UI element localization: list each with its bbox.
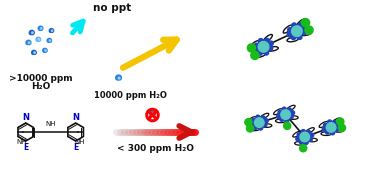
Text: < 300 ppm H₂O: < 300 ppm H₂O [117, 144, 194, 153]
Circle shape [288, 28, 292, 32]
Circle shape [45, 50, 46, 51]
Circle shape [259, 126, 263, 130]
Circle shape [254, 48, 259, 53]
Circle shape [328, 120, 332, 124]
Circle shape [38, 39, 40, 40]
Polygon shape [36, 37, 41, 41]
Circle shape [338, 124, 345, 131]
Circle shape [277, 114, 280, 118]
Circle shape [152, 113, 154, 115]
Circle shape [337, 118, 344, 125]
Circle shape [258, 42, 269, 52]
Text: N: N [22, 113, 29, 122]
Circle shape [297, 35, 302, 39]
Circle shape [305, 26, 313, 34]
Circle shape [300, 145, 307, 152]
Circle shape [280, 117, 284, 121]
Polygon shape [38, 26, 43, 30]
Text: E: E [73, 142, 78, 151]
Circle shape [261, 116, 265, 120]
Circle shape [32, 32, 33, 34]
Circle shape [258, 51, 262, 55]
Circle shape [254, 43, 259, 48]
Circle shape [49, 40, 51, 41]
Circle shape [254, 118, 264, 127]
Circle shape [308, 137, 312, 141]
Circle shape [291, 111, 294, 115]
Circle shape [264, 50, 269, 55]
Circle shape [251, 51, 259, 59]
Circle shape [302, 25, 307, 30]
Text: H₂O: H₂O [31, 82, 50, 91]
Circle shape [292, 23, 296, 27]
Circle shape [336, 124, 340, 128]
Circle shape [40, 28, 42, 29]
Circle shape [300, 132, 310, 142]
Circle shape [330, 131, 335, 135]
Circle shape [259, 39, 263, 43]
Circle shape [246, 125, 254, 132]
Circle shape [256, 115, 260, 119]
Circle shape [282, 107, 286, 111]
Text: N: N [72, 113, 79, 122]
Circle shape [264, 119, 268, 123]
Circle shape [301, 130, 305, 134]
Polygon shape [26, 40, 31, 45]
Circle shape [333, 121, 337, 125]
Circle shape [250, 122, 254, 126]
Circle shape [307, 130, 310, 134]
Circle shape [28, 42, 30, 44]
Circle shape [298, 23, 303, 27]
Circle shape [263, 123, 267, 127]
Circle shape [254, 125, 257, 129]
Polygon shape [29, 30, 34, 35]
Circle shape [284, 122, 291, 129]
Circle shape [265, 38, 269, 43]
Circle shape [304, 140, 308, 144]
Polygon shape [47, 39, 51, 42]
Circle shape [291, 26, 302, 36]
Polygon shape [43, 48, 47, 52]
Circle shape [252, 118, 256, 122]
Circle shape [268, 46, 273, 50]
Text: NH: NH [17, 139, 27, 145]
Text: no ppt: no ppt [93, 3, 132, 13]
Circle shape [287, 32, 292, 37]
Circle shape [34, 52, 36, 53]
Circle shape [287, 108, 291, 112]
Circle shape [299, 140, 303, 144]
Circle shape [289, 115, 293, 119]
Text: 10000 ppm H₂O: 10000 ppm H₂O [94, 91, 167, 100]
Circle shape [296, 137, 300, 141]
Polygon shape [149, 111, 155, 116]
Circle shape [325, 130, 329, 134]
Text: NH: NH [74, 139, 85, 145]
Text: E: E [23, 142, 28, 151]
Circle shape [310, 133, 314, 137]
Circle shape [322, 127, 326, 131]
Circle shape [326, 123, 336, 132]
Polygon shape [116, 75, 121, 80]
Circle shape [118, 77, 120, 79]
Text: NH: NH [45, 121, 56, 127]
Circle shape [245, 119, 252, 126]
Circle shape [281, 110, 290, 119]
Circle shape [291, 35, 296, 40]
Circle shape [51, 30, 53, 31]
Circle shape [247, 44, 256, 52]
Text: >10000 ppm: >10000 ppm [9, 74, 73, 83]
Circle shape [302, 19, 310, 27]
Polygon shape [49, 29, 54, 32]
Circle shape [278, 110, 282, 114]
Circle shape [302, 30, 306, 35]
Polygon shape [32, 50, 36, 54]
Circle shape [285, 118, 289, 122]
Circle shape [324, 123, 328, 127]
Circle shape [269, 41, 273, 46]
Circle shape [335, 128, 339, 132]
Circle shape [297, 133, 301, 137]
